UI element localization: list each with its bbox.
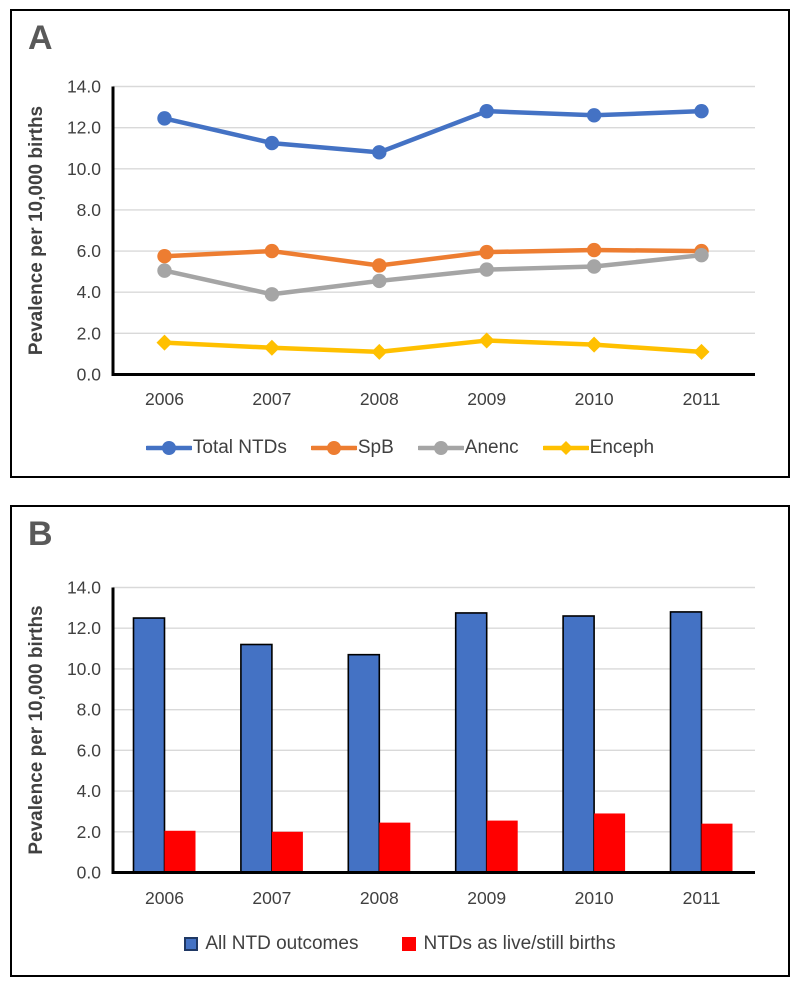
legend-marker-icon <box>542 441 589 455</box>
data-point <box>479 262 494 277</box>
legend-square-icon <box>184 937 199 951</box>
x-tick-label: 2007 <box>252 389 291 409</box>
legend-label: Anenc <box>464 437 519 458</box>
y-tick-label: 0.0 <box>77 365 102 385</box>
line-series-1 <box>162 247 704 268</box>
data-point <box>264 287 280 302</box>
bar-series-0 <box>562 615 595 874</box>
x-tick-label: 2007 <box>252 888 291 908</box>
y-tick-label: 10.0 <box>67 159 101 179</box>
bar-series-1 <box>486 820 518 873</box>
y-tick-label: 8.0 <box>77 200 102 220</box>
data-point <box>372 273 387 289</box>
data-point <box>264 135 280 151</box>
bar-series-1 <box>701 823 733 873</box>
x-tick-label: 2011 <box>683 888 721 908</box>
bar-series-1 <box>271 831 303 873</box>
line-chart-legend: Total NTDs SpB Anenc Enceph <box>12 437 788 459</box>
data-point <box>586 336 603 353</box>
data-point <box>264 243 280 259</box>
bar-chart-ntd-outcomes: 0.0 2.0 4.0 6.0 8.0 10.0 12.0 14.0 2006 2007 2008 2… <box>26 578 755 908</box>
bar-series-0 <box>669 611 703 874</box>
y-axis-title: Pevalence per 10,000 births <box>26 106 47 355</box>
legend-label: Total NTDs <box>192 437 287 458</box>
y-tick-label: 2.0 <box>77 323 102 343</box>
data-point <box>586 108 602 123</box>
x-tick-label: 2010 <box>575 888 614 908</box>
data-point <box>478 332 495 349</box>
x-tick-label: 2008 <box>360 888 399 908</box>
line-series-3 <box>162 338 704 355</box>
legend-item-all-ntd-outcomes: All NTD outcomes <box>184 933 358 955</box>
data-point <box>586 259 602 274</box>
data-point <box>479 103 494 119</box>
legend-marker-icon <box>417 441 464 455</box>
x-tick-label: 2008 <box>360 389 399 409</box>
bar-series-1 <box>594 813 626 873</box>
y-tick-label: 14.0 <box>67 77 101 97</box>
x-tick-label: 2006 <box>145 888 184 908</box>
y-tick-label: 4.0 <box>77 282 102 302</box>
x-tick-label: 2010 <box>575 389 614 409</box>
data-point <box>372 258 387 273</box>
bar-series-0 <box>454 612 488 874</box>
x-tick-label: 2009 <box>467 389 506 409</box>
x-tick-label: 2011 <box>683 389 721 409</box>
legend-label: Enceph <box>589 437 655 458</box>
legend-item-spb: SpB <box>310 437 394 459</box>
legend-marker-icon <box>145 441 192 455</box>
legend-label: All NTD outcomes <box>205 933 359 954</box>
panel-a: A 0.0 2.0 4.0 6.0 8.0 10.0 12.0 14.0 2006 2007 200… <box>10 9 790 478</box>
y-tick-label: 4.0 <box>77 781 102 801</box>
legend-square-icon <box>402 937 417 951</box>
panel-b-label: B <box>28 515 53 553</box>
y-tick-label: 6.0 <box>77 241 102 261</box>
bar-series-0 <box>347 653 381 874</box>
data-point <box>479 244 494 260</box>
legend-item-ntds-as-live-still-births: NTDs as live/still births <box>402 933 616 955</box>
data-point <box>157 249 172 264</box>
y-tick-label: 14.0 <box>67 578 101 598</box>
legend-label: NTDs as live/still births <box>423 933 616 954</box>
y-axis-title: Pevalence per 10,000 births <box>26 605 47 854</box>
data-point <box>694 247 709 263</box>
panel-b: B 0.0 2.0 4.0 6.0 8.0 10.0 12.0 14.0 2006 2007 200… <box>10 505 790 977</box>
bar-series-1 <box>164 830 196 873</box>
y-tick-label: 8.0 <box>77 700 102 720</box>
bar-series-1 <box>379 822 411 873</box>
legend-label: SpB <box>357 437 394 458</box>
bar-series-0 <box>240 643 273 874</box>
data-point <box>586 242 602 258</box>
legend-item-total-ntds: Total NTDs <box>145 437 287 459</box>
line-series-0 <box>162 108 704 155</box>
data-point <box>694 103 709 119</box>
bar-series-0 <box>132 617 166 874</box>
legend-item-anenc: Anenc <box>417 437 519 459</box>
line-series-2 <box>162 252 704 297</box>
bar-chart-legend: All NTD outcomes NTDs as live/still birth… <box>12 933 788 955</box>
y-tick-label: 12.0 <box>67 618 101 638</box>
y-tick-label: 10.0 <box>67 659 101 679</box>
x-tick-label: 2006 <box>145 389 184 409</box>
data-point <box>157 111 172 126</box>
data-point <box>156 334 173 351</box>
y-tick-label: 12.0 <box>67 118 101 138</box>
line-chart-ntd-prevalence: 0.0 2.0 4.0 6.0 8.0 10.0 12.0 14.0 2006 2007 2008 2… <box>26 77 755 409</box>
x-tick-label: 2009 <box>467 888 506 908</box>
y-tick-label: 6.0 <box>77 740 102 760</box>
data-point <box>157 263 172 278</box>
data-point <box>263 339 280 356</box>
data-point <box>371 343 388 360</box>
data-point <box>372 145 387 160</box>
data-point <box>693 343 710 360</box>
legend-item-enceph: Enceph <box>542 437 655 459</box>
y-tick-label: 2.0 <box>77 822 102 842</box>
legend-marker-icon <box>310 441 357 455</box>
panel-a-label: A <box>28 19 53 57</box>
y-tick-label: 0.0 <box>77 863 102 883</box>
